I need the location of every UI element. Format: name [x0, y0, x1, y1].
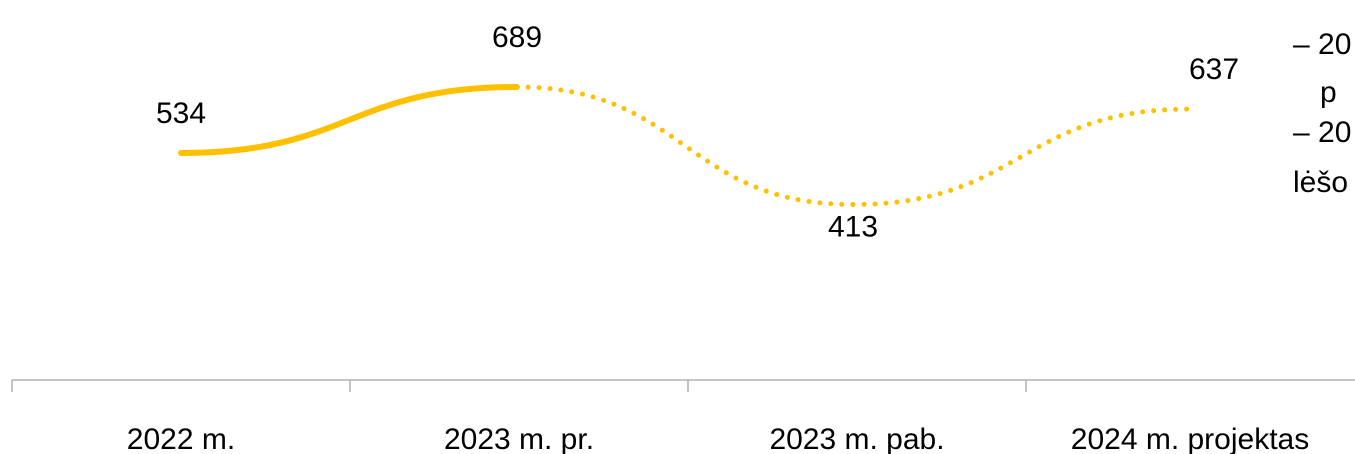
- side-note-line-4: lėšo: [1293, 166, 1348, 199]
- side-note-line-3: – 20: [1293, 116, 1351, 149]
- series-line: [178, 84, 1192, 208]
- x-tick-label: 2023 m. pr.: [444, 423, 594, 454]
- data-label: 534: [156, 97, 206, 130]
- x-axis: [11, 379, 1355, 392]
- data-labels: 534 689 413 637: [156, 21, 1239, 244]
- series-segment-dotted: [850, 106, 1192, 208]
- data-label: 413: [828, 211, 878, 244]
- x-tick-labels: 2022 m. 2023 m. pr. 2023 m. pab. 2024 m. pr…: [127, 423, 1309, 454]
- series-segment-solid: [178, 84, 520, 156]
- x-tick-label: 2024 m. projektas: [1071, 423, 1309, 454]
- data-label: 637: [1189, 53, 1239, 86]
- series-segment-dotted: [514, 84, 856, 208]
- side-note-line-1: – 20: [1293, 28, 1351, 61]
- data-label: 689: [492, 21, 542, 54]
- x-tick-label: 2023 m. pab.: [769, 423, 944, 454]
- x-tick-label: 2022 m.: [127, 423, 235, 454]
- side-note: – 20 p – 20 lėšo: [1293, 28, 1351, 199]
- side-note-line-2: p: [1320, 76, 1337, 109]
